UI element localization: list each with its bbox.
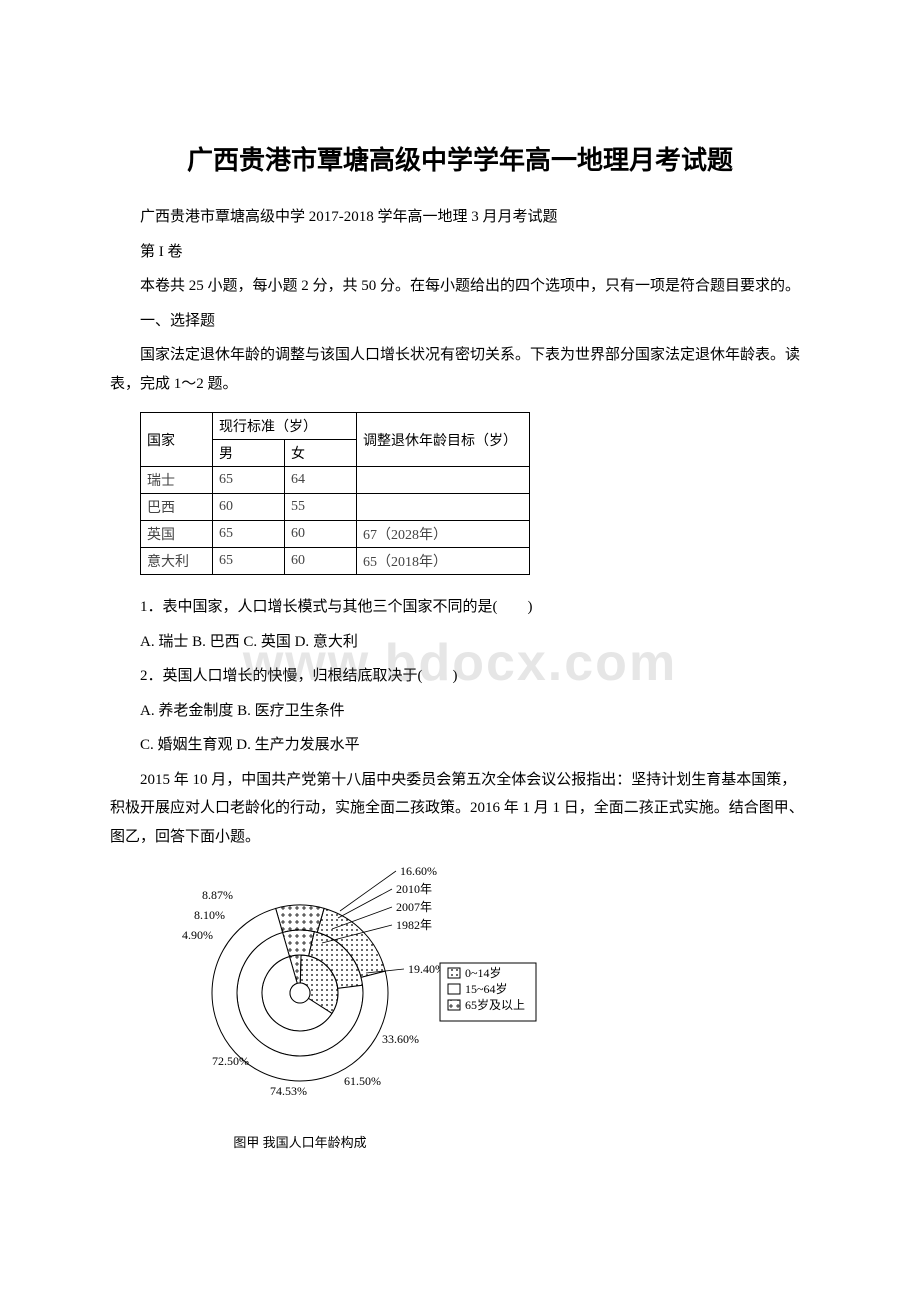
col-country: 国家 xyxy=(141,413,213,467)
cell-female: 64 xyxy=(285,467,357,494)
cell-male: 65 xyxy=(213,467,285,494)
cell-country: 瑞士 xyxy=(141,467,213,494)
section-heading: 一、选择题 xyxy=(110,307,810,336)
cell-target xyxy=(357,494,530,521)
instructions: 本卷共 25 小题，每小题 2 分，共 50 分。在每小题给出的四个选项中，只有… xyxy=(110,272,810,301)
cell-country: 英国 xyxy=(141,521,213,548)
table-row: 英国 65 60 67（2028年） xyxy=(141,521,530,548)
cell-country: 意大利 xyxy=(141,548,213,575)
col-target: 调整退休年龄目标（岁） xyxy=(357,413,530,467)
cell-target: 67（2028年） xyxy=(357,521,530,548)
svg-text:72.50%: 72.50% xyxy=(212,1054,249,1068)
table-row: 巴西 60 55 xyxy=(141,494,530,521)
table-row: 瑞士 65 64 xyxy=(141,467,530,494)
cell-male: 65 xyxy=(213,548,285,575)
cell-country: 巴西 xyxy=(141,494,213,521)
svg-text:2010年: 2010年 xyxy=(396,882,432,896)
cell-male: 60 xyxy=(213,494,285,521)
svg-text:0~14岁: 0~14岁 xyxy=(465,965,502,980)
svg-text:16.60%: 16.60% xyxy=(400,864,437,878)
cell-female: 60 xyxy=(285,548,357,575)
subtitle: 广西贵港市覃塘高级中学 2017-2018 学年高一地理 3 月月考试题 xyxy=(110,203,810,232)
cell-target xyxy=(357,467,530,494)
cell-female: 60 xyxy=(285,521,357,548)
q1-options: A. 瑞士 B. 巴西 C. 英国 D. 意大利 xyxy=(110,628,810,657)
table-row: 意大利 65 60 65（2018年） xyxy=(141,548,530,575)
svg-text:8.10%: 8.10% xyxy=(194,908,225,922)
figure-caption: 图甲 我国人口年龄构成 xyxy=(140,1132,460,1151)
q2-options-row2: C. 婚姻生育观 D. 生产力发展水平 xyxy=(110,731,810,760)
population-ring-chart: 16.60% 2010年 2007年 1982年 8.87% 8.10% 4.90% 19.4… xyxy=(140,863,560,1123)
cell-target: 65（2018年） xyxy=(357,548,530,575)
cell-male: 65 xyxy=(213,521,285,548)
svg-text:33.60%: 33.60% xyxy=(382,1032,419,1046)
q1-stem: 1．表中国家，人口增长模式与其他三个国家不同的是( ) xyxy=(110,593,810,622)
svg-text:61.50%: 61.50% xyxy=(344,1074,381,1088)
passage-1: 国家法定退休年龄的调整与该国人口增长状况有密切关系。下表为世界部分国家法定退休年… xyxy=(110,341,810,398)
figure-jia: 16.60% 2010年 2007年 1982年 8.87% 8.10% 4.90% 19.4… xyxy=(140,863,840,1151)
svg-text:4.90%: 4.90% xyxy=(182,928,213,942)
svg-text:19.40%: 19.40% xyxy=(408,962,445,976)
retirement-table: 国家 现行标准（岁） 调整退休年龄目标（岁） 男 女 瑞士 65 64 巴西 6… xyxy=(140,412,530,575)
svg-text:15~64岁: 15~64岁 xyxy=(465,981,508,996)
svg-text:74.53%: 74.53% xyxy=(270,1084,307,1098)
sub-male: 男 xyxy=(213,440,285,467)
svg-text:8.87%: 8.87% xyxy=(202,888,233,902)
cell-female: 55 xyxy=(285,494,357,521)
col-current: 现行标准（岁） xyxy=(213,413,357,440)
passage-2: 2015 年 10 月，中国共产党第十八届中央委员会第五次全体会议公报指出：坚持… xyxy=(110,766,810,852)
document-title: 广西贵港市覃塘高级中学学年高一地理月考试题 xyxy=(110,140,810,177)
svg-text:2007年: 2007年 xyxy=(396,900,432,914)
svg-text:65岁及以上: 65岁及以上 xyxy=(465,997,525,1012)
volume-label: 第 I 卷 xyxy=(110,238,810,267)
q2-stem: 2．英国人口增长的快慢，归根结底取决于( ) xyxy=(110,662,810,691)
sub-female: 女 xyxy=(285,440,357,467)
q2-options-row1: A. 养老金制度 B. 医疗卫生条件 xyxy=(110,697,810,726)
svg-text:1982年: 1982年 xyxy=(396,918,432,932)
